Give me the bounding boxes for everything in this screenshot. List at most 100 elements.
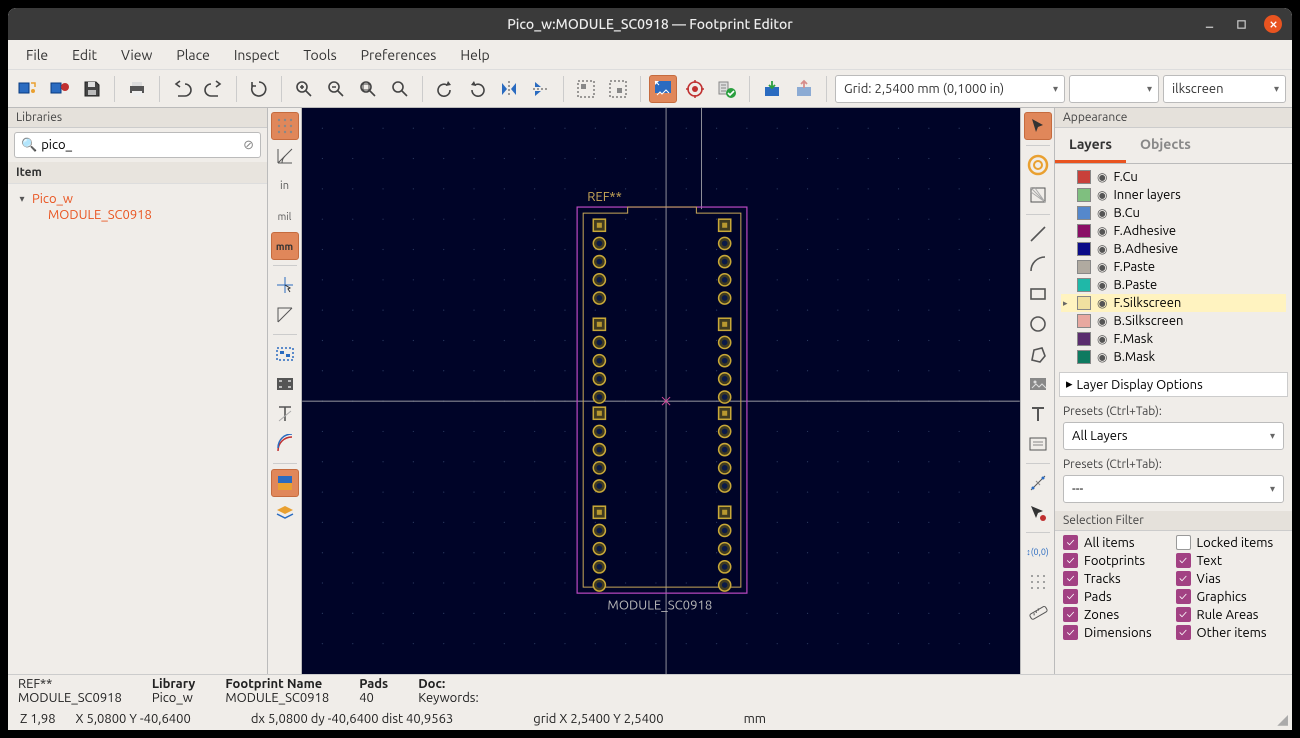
menu-edit[interactable]: Edit bbox=[62, 43, 107, 67]
layer-row[interactable]: ◉B.Adhesive bbox=[1061, 240, 1286, 258]
polar-coords-icon[interactable] bbox=[271, 142, 299, 170]
layer-row[interactable]: ◉F.Mask bbox=[1061, 330, 1286, 348]
layer-row[interactable]: ◉F.Adhesive bbox=[1061, 222, 1286, 240]
draw-rect-icon[interactable] bbox=[1024, 280, 1052, 308]
tree-node-root[interactable]: ▾Pico_w bbox=[12, 190, 263, 208]
text-sketch-icon[interactable] bbox=[271, 400, 299, 428]
filter-checkbox[interactable]: ✓Graphics bbox=[1176, 589, 1285, 604]
select-tool-icon[interactable] bbox=[1024, 112, 1052, 140]
measure-icon[interactable] bbox=[1024, 598, 1052, 626]
add-image-icon[interactable] bbox=[1024, 370, 1052, 398]
filter-checkbox[interactable]: ✓Dimensions bbox=[1063, 625, 1172, 640]
filter-checkbox[interactable]: ✓Footprints bbox=[1063, 553, 1172, 568]
layer-row[interactable]: ▸◉F.Silkscreen bbox=[1061, 294, 1286, 312]
units-mil-icon[interactable]: mil bbox=[271, 202, 299, 230]
layer-row[interactable]: ◉F.Cu bbox=[1061, 168, 1286, 186]
canvas[interactable]: REF**MODULE_SC0918 bbox=[302, 108, 1020, 674]
minimize-button[interactable] bbox=[1200, 15, 1218, 33]
load-from-board-icon[interactable] bbox=[758, 75, 786, 103]
refresh-icon[interactable] bbox=[245, 75, 273, 103]
rotate-cw-icon[interactable] bbox=[463, 75, 491, 103]
mirror-h-icon[interactable] bbox=[527, 75, 555, 103]
filter-checkbox[interactable]: ✓Vias bbox=[1176, 571, 1285, 586]
layer-row[interactable]: ◉B.Mask bbox=[1061, 348, 1286, 366]
pad-fill-icon[interactable] bbox=[271, 370, 299, 398]
draw-arc-icon[interactable] bbox=[1024, 250, 1052, 278]
filter-checkbox[interactable]: ✓All items bbox=[1063, 535, 1172, 550]
create-footprint-icon[interactable] bbox=[46, 75, 74, 103]
grid-origin-icon[interactable] bbox=[1024, 568, 1052, 596]
print-icon[interactable] bbox=[123, 75, 151, 103]
menu-inspect[interactable]: Inspect bbox=[224, 43, 290, 67]
filter-checkbox[interactable]: ✓Text bbox=[1176, 553, 1285, 568]
presets1-combo[interactable]: All Layers bbox=[1063, 422, 1284, 450]
layer-display-options[interactable]: ▸Layer Display Options bbox=[1059, 372, 1288, 397]
library-search[interactable]: 🔍 ⊘ bbox=[14, 132, 261, 158]
draw-circle-icon[interactable] bbox=[1024, 310, 1052, 338]
close-button[interactable] bbox=[1264, 15, 1282, 33]
zoom-out-icon[interactable] bbox=[322, 75, 350, 103]
undo-icon[interactable] bbox=[168, 75, 196, 103]
filter-checkbox[interactable]: ✓Zones bbox=[1063, 607, 1172, 622]
layer-row[interactable]: ◉B.Paste bbox=[1061, 276, 1286, 294]
place-zone-icon[interactable] bbox=[1024, 181, 1052, 209]
tree-node-child[interactable]: MODULE_SC0918 bbox=[12, 208, 263, 222]
units-in-icon[interactable]: in bbox=[271, 172, 299, 200]
presets2-combo[interactable]: --- bbox=[1063, 475, 1284, 503]
maximize-button[interactable] bbox=[1232, 15, 1250, 33]
resize-gripper-icon[interactable]: ◢ bbox=[1277, 711, 1288, 728]
pad-sketch-icon[interactable] bbox=[271, 340, 299, 368]
filter-checkbox[interactable]: ✓Other items bbox=[1176, 625, 1285, 640]
layer-row[interactable]: ◉B.Cu bbox=[1061, 204, 1286, 222]
ungroup-icon[interactable] bbox=[604, 75, 632, 103]
new-footprint-icon[interactable] bbox=[14, 75, 42, 103]
layer-row[interactable]: ◉B.Silkscreen bbox=[1061, 312, 1286, 330]
tab-objects[interactable]: Objects bbox=[1126, 128, 1205, 163]
ratsnest-curved-icon[interactable] bbox=[271, 301, 299, 329]
active-layer-selector[interactable]: ilkscreen bbox=[1163, 75, 1286, 103]
menu-preferences[interactable]: Preferences bbox=[351, 43, 447, 67]
cursor-shape-icon[interactable] bbox=[271, 271, 299, 299]
menu-tools[interactable]: Tools bbox=[293, 43, 346, 67]
library-search-input[interactable] bbox=[41, 138, 243, 152]
check-icon[interactable] bbox=[713, 75, 741, 103]
rotate-ccw-icon[interactable] bbox=[431, 75, 459, 103]
zoom-fit-icon[interactable] bbox=[354, 75, 382, 103]
zoom-selection-icon[interactable] bbox=[386, 75, 414, 103]
show-grid-icon[interactable] bbox=[271, 112, 299, 140]
library-tree[interactable]: ▾Pico_w MODULE_SC0918 bbox=[8, 184, 267, 228]
pad-tool-icon[interactable] bbox=[649, 75, 677, 103]
filter-checkbox[interactable]: ✓Rule Areas bbox=[1176, 607, 1285, 622]
mirror-v-icon[interactable] bbox=[495, 75, 523, 103]
graphic-sketch-icon[interactable] bbox=[271, 430, 299, 458]
grid-selector[interactable]: Grid: 2,5400 mm (0,1000 in) bbox=[835, 75, 1065, 103]
menu-file[interactable]: File bbox=[16, 43, 58, 67]
draw-poly-icon[interactable] bbox=[1024, 340, 1052, 368]
menu-place[interactable]: Place bbox=[166, 43, 219, 67]
set-origin-icon[interactable]: ↕(0,0) bbox=[1024, 538, 1052, 566]
add-text-icon[interactable] bbox=[1024, 400, 1052, 428]
clear-search-icon[interactable]: ⊘ bbox=[243, 138, 254, 153]
contrast-mode-icon[interactable] bbox=[271, 469, 299, 497]
group-icon[interactable] bbox=[572, 75, 600, 103]
filter-checkbox[interactable]: Locked items bbox=[1176, 535, 1285, 550]
layer-row[interactable]: ◉F.Paste bbox=[1061, 258, 1286, 276]
layers-manager-icon[interactable] bbox=[271, 499, 299, 527]
dimension-icon[interactable] bbox=[1024, 469, 1052, 497]
place-pad-icon[interactable] bbox=[1024, 151, 1052, 179]
anchor-icon[interactable] bbox=[1024, 499, 1052, 527]
menu-help[interactable]: Help bbox=[450, 43, 499, 67]
add-textbox-icon[interactable] bbox=[1024, 430, 1052, 458]
zoom-selector[interactable] bbox=[1069, 75, 1159, 103]
layer-row[interactable]: ◉Inner layers bbox=[1061, 186, 1286, 204]
filter-checkbox[interactable]: ✓Pads bbox=[1063, 589, 1172, 604]
tab-layers[interactable]: Layers bbox=[1055, 128, 1126, 163]
save-icon[interactable] bbox=[78, 75, 106, 103]
draw-line-icon[interactable] bbox=[1024, 220, 1052, 248]
filter-checkbox[interactable]: ✓Tracks bbox=[1063, 571, 1172, 586]
insert-to-board-icon[interactable] bbox=[790, 75, 818, 103]
footprint-properties-icon[interactable] bbox=[681, 75, 709, 103]
units-mm-icon[interactable]: mm bbox=[271, 232, 299, 260]
menu-view[interactable]: View bbox=[111, 43, 162, 67]
layer-list[interactable]: ◉F.Cu◉Inner layers◉B.Cu◉F.Adhesive◉B.Adh… bbox=[1055, 164, 1292, 370]
